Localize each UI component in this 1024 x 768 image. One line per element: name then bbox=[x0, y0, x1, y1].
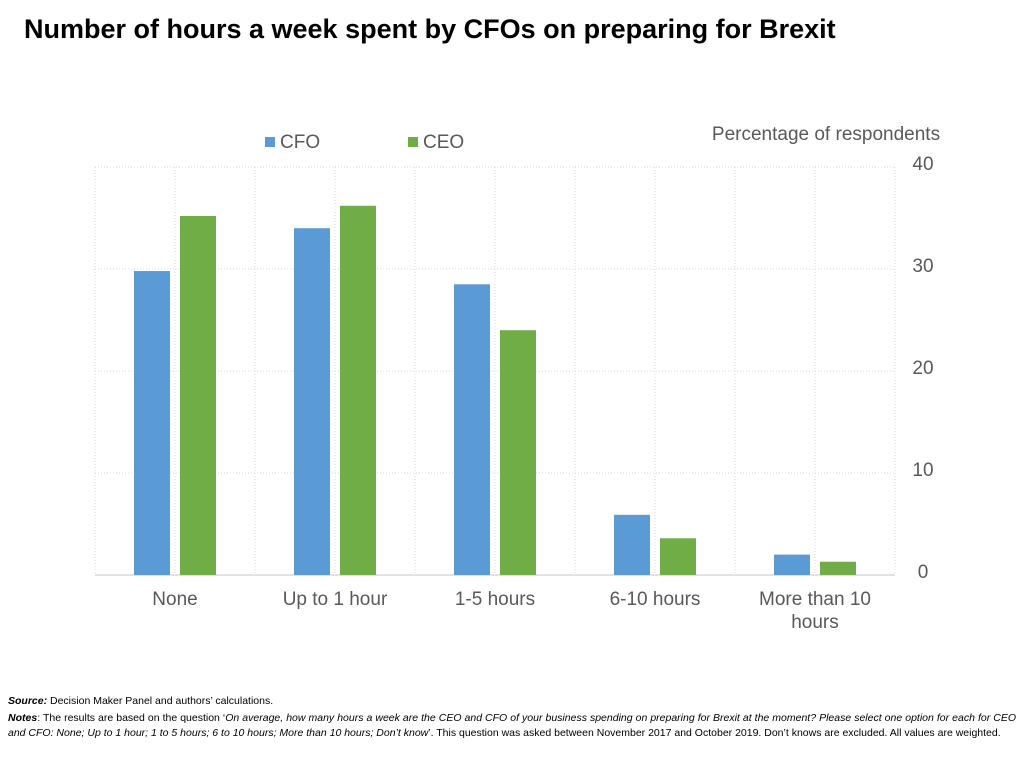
x-tick-label: More than 10 hours bbox=[759, 589, 871, 633]
source-text: Decision Maker Panel and authors’ calcul… bbox=[47, 695, 274, 707]
y-axis-label: Percentage of respondents bbox=[712, 124, 940, 145]
legend-label: CEO bbox=[423, 132, 464, 153]
y-tick-label: 20 bbox=[912, 358, 933, 379]
bar bbox=[340, 205, 376, 575]
x-tick-label: Up to 1 hour bbox=[282, 589, 388, 610]
notes-text: : The results are based on the question … bbox=[37, 712, 226, 724]
bar bbox=[134, 271, 170, 575]
bar bbox=[614, 514, 650, 575]
legend-swatch bbox=[408, 137, 418, 147]
notes-label: Notes bbox=[8, 712, 38, 724]
x-tick-label: None bbox=[152, 589, 198, 610]
bar bbox=[774, 554, 810, 575]
chart-title: Number of hours a week spent by CFOs on … bbox=[24, 14, 836, 44]
x-tick-label: 6-10 hours bbox=[609, 589, 701, 610]
source: Source: Decision Maker Panel and authors… bbox=[8, 694, 1016, 709]
legend-label: CFO bbox=[280, 132, 320, 153]
bar bbox=[180, 215, 216, 575]
notes: Notes: The results are based on the ques… bbox=[8, 711, 1016, 741]
source-label: Source: bbox=[8, 695, 48, 707]
footer: Source: Decision Maker Panel and authors… bbox=[8, 694, 1016, 743]
bar bbox=[294, 228, 330, 575]
y-tick-label: 30 bbox=[912, 256, 933, 277]
y-tick-label: 40 bbox=[912, 154, 933, 175]
bar bbox=[660, 538, 696, 575]
legend-swatch bbox=[265, 137, 275, 147]
x-tick-label: 1-5 hours bbox=[454, 589, 536, 610]
notes-question: On average, how many hours a week are th… bbox=[8, 712, 1016, 739]
bar bbox=[500, 330, 536, 575]
y-tick-label: 0 bbox=[918, 562, 929, 583]
y-tick-label: 10 bbox=[912, 460, 933, 481]
bar bbox=[454, 284, 490, 575]
bar bbox=[820, 561, 856, 575]
notes-text: ’. This question was asked between Novem… bbox=[428, 727, 1001, 739]
